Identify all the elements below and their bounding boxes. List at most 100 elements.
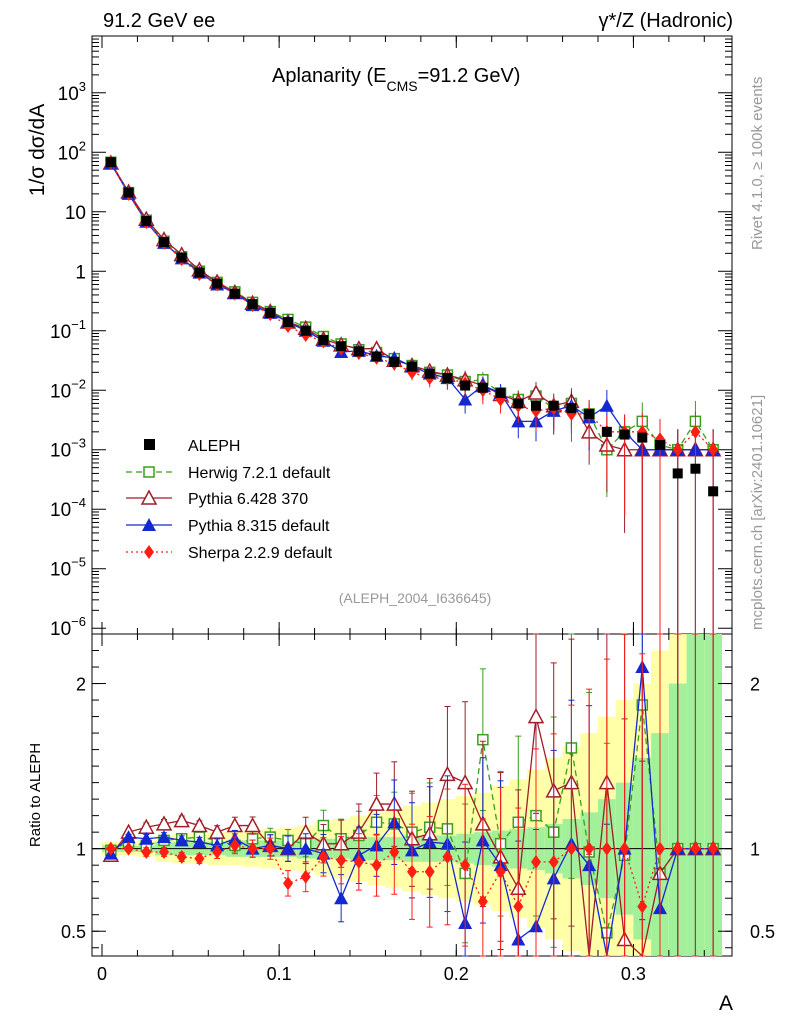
ratio-point-3	[247, 841, 258, 856]
ratio-point-2	[210, 838, 225, 852]
ratio-point-3	[708, 841, 719, 856]
y-tick-label-ratio-right: 2	[750, 675, 760, 695]
aleph-data-point	[407, 361, 417, 372]
legend-label-herwig: Herwig 7.2.1 default	[188, 465, 331, 482]
ratio-point-2	[121, 830, 136, 844]
aleph-data-point	[283, 317, 293, 328]
ratio-point-3	[495, 864, 506, 879]
ratio-point-3	[229, 838, 240, 853]
ratio-series-layer	[102, 633, 722, 958]
y-tick-label-main: 10−3	[50, 436, 86, 462]
aleph-data-point	[318, 334, 329, 345]
legend-marker-pythia8	[142, 518, 156, 531]
chart-title: Aplanarity (ECMS=91.2 GeV)	[272, 65, 520, 94]
main-series-line-3	[110, 162, 714, 451]
ratio-point-3	[105, 841, 116, 856]
axes: 0 0.1 0.2 0.310310210110−110−210−310−410−51…	[50, 35, 775, 984]
aleph-data-point	[336, 341, 347, 352]
ratio-point-3	[141, 844, 152, 859]
ratio-point-3	[371, 858, 382, 873]
ratio-point-3	[655, 841, 665, 856]
ratio-point-3	[318, 849, 329, 864]
aleph-data-point	[477, 382, 488, 393]
ratio-point-3	[460, 858, 471, 873]
header-left-label: 91.2 GeV ee	[103, 10, 215, 32]
aleph-data-point	[495, 387, 506, 398]
aleph-data-point	[442, 373, 453, 384]
y-axis-label-ratio: Ratio to ALEPH	[27, 743, 44, 847]
ratio-point-1	[173, 812, 190, 828]
ratio-point-3	[300, 869, 311, 884]
ratio-point-3	[513, 899, 524, 914]
ratio-point-2	[192, 835, 207, 849]
y-tick-label-main: 102	[58, 138, 86, 164]
ratio-point-3	[424, 864, 435, 879]
ratio-point-3	[690, 841, 701, 856]
rivet-version-label: Rivet 4.1.0, ≥ 100k events	[749, 77, 766, 250]
ratio-point-1	[244, 816, 261, 833]
main-series-layer	[102, 154, 722, 634]
aleph-data-point	[531, 400, 541, 411]
aleph-data-point	[105, 157, 116, 168]
ratio-point-3	[159, 844, 169, 859]
ratio-point-2	[281, 841, 295, 855]
y-tick-label-main: 1	[75, 262, 86, 283]
ratio-point-3	[283, 876, 293, 891]
x-tick-label: 0.3	[621, 964, 646, 984]
aleph-data-point	[619, 429, 630, 440]
aleph-data-point	[265, 307, 276, 318]
legend-marker-pythia6	[140, 489, 158, 505]
aleph-data-point	[141, 215, 152, 226]
y-tick-label-main: 10	[65, 203, 86, 224]
aleph-data-point	[353, 346, 364, 357]
y-tick-label-main: 10−2	[50, 376, 86, 402]
ratio-point-3	[336, 853, 347, 868]
main-series-line-1	[110, 162, 714, 451]
x-axis-label: A	[719, 992, 733, 1015]
ratio-point-3	[194, 851, 205, 866]
y-tick-label-ratio-right: 1	[750, 840, 760, 860]
ratio-point-3	[389, 844, 400, 859]
legend-label-aleph: ALEPH	[188, 438, 240, 455]
legend-entry-sherpa: Sherpa 2.2.9 default	[126, 545, 333, 562]
main-series-line-2	[110, 163, 714, 451]
legend-label-sherpa: Sherpa 2.2.9 default	[188, 545, 333, 562]
analysis-label: (ALEPH_2004_I636645)	[339, 590, 492, 606]
aleph-data-point	[460, 380, 471, 391]
x-tick-label: 0	[97, 964, 107, 984]
ratio-point-2	[139, 831, 154, 845]
ratio-point-1	[527, 707, 545, 724]
legend-label-pythia8: Pythia 8.315 default	[188, 518, 330, 535]
main-point-3	[690, 424, 701, 439]
aleph-data-point	[212, 278, 223, 289]
ratio-point-1	[155, 815, 173, 831]
legend-label-pythia6: Pythia 6.428 370	[188, 491, 308, 508]
legend-entry-pythia8: Pythia 8.315 default	[126, 518, 330, 535]
aleph-data-point	[123, 187, 134, 198]
ratio-point-2	[298, 841, 313, 855]
y-tick-label-main: 10−4	[50, 495, 86, 521]
ratio-point-3	[123, 841, 134, 856]
y-tick-label-main: 103	[58, 79, 86, 105]
main-point-2	[599, 398, 614, 412]
y-tick-label-main: 10−1	[50, 317, 86, 343]
main-point-1	[527, 384, 545, 400]
aleph-data-point	[176, 252, 187, 263]
aleph-data-point	[194, 267, 205, 278]
y-tick-label-ratio: 2	[76, 675, 86, 695]
ratio-point-1	[191, 816, 208, 833]
aleph-data-point	[601, 426, 612, 437]
aleph-data-point	[655, 440, 665, 451]
aleph-data-point	[247, 299, 258, 310]
ratio-point-3	[566, 841, 577, 856]
mcplots-label: mcplots.cern.ch [arXiv:2401.10621]	[749, 395, 766, 630]
aleph-data-point	[708, 486, 719, 497]
header-right-label: γ*/Z (Hadronic)	[599, 10, 733, 32]
ratio-point-3	[265, 841, 276, 856]
ratio-point-3	[353, 854, 364, 869]
aleph-data-point	[690, 463, 701, 474]
ratio-point-1	[208, 823, 226, 839]
aleph-data-point	[637, 432, 648, 443]
ratio-point-3	[672, 841, 683, 856]
legend: ALEPH Herwig 7.2.1 default Pythia 6.428 …	[126, 438, 333, 562]
